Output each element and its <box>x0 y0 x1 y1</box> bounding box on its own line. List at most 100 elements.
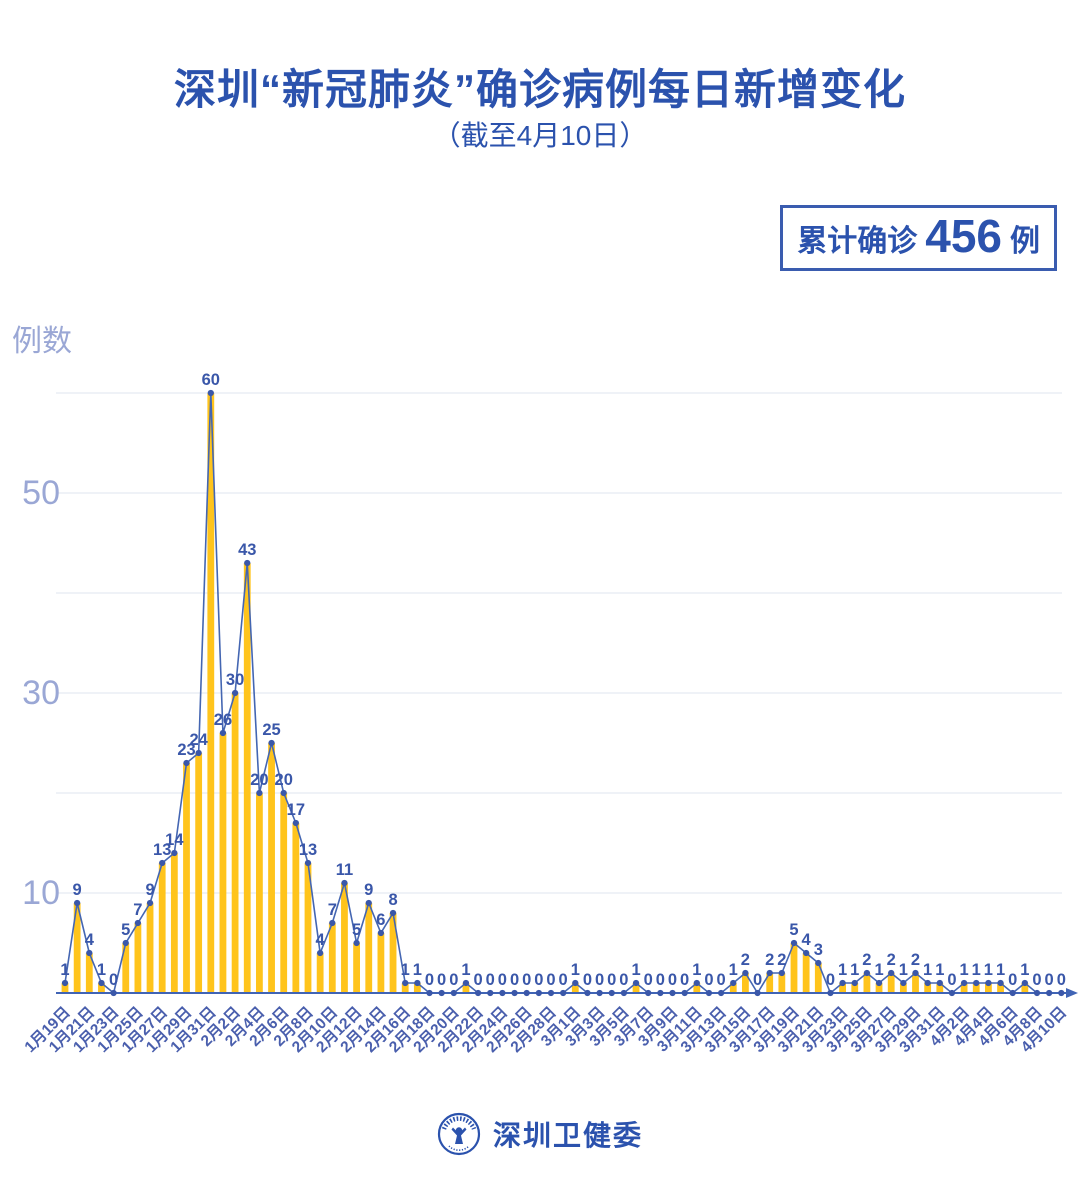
value-label: 1 <box>413 961 422 979</box>
value-label: 30 <box>226 671 244 689</box>
bar <box>122 943 130 993</box>
data-point <box>681 989 688 997</box>
data-point <box>74 899 81 907</box>
data-point <box>997 979 1004 987</box>
data-point <box>475 989 482 997</box>
value-label: 0 <box>583 971 592 989</box>
value-label: 0 <box>109 971 118 989</box>
data-point <box>961 979 968 987</box>
data-point <box>389 909 397 917</box>
bar <box>802 953 810 993</box>
bar <box>353 943 360 993</box>
data-point <box>462 979 470 987</box>
data-point <box>353 939 360 947</box>
bar <box>462 983 470 993</box>
data-point <box>547 989 555 997</box>
value-label: 2 <box>741 951 750 969</box>
value-label: 0 <box>595 971 604 989</box>
bar <box>98 983 105 993</box>
page-subtitle: （截至4月10日） <box>432 120 648 151</box>
data-point <box>572 979 579 987</box>
value-label: 1 <box>874 961 883 979</box>
data-point <box>1033 989 1041 997</box>
value-label: 2 <box>777 951 786 969</box>
data-point <box>256 789 263 797</box>
value-label: 1 <box>692 961 701 979</box>
y-tick-label: 50 <box>22 474 60 512</box>
value-label: 0 <box>826 971 835 989</box>
data-point <box>450 989 457 997</box>
value-label: 0 <box>1008 971 1017 989</box>
value-label: 4 <box>85 931 95 949</box>
value-label: 1 <box>1020 961 1029 979</box>
value-label: 14 <box>165 831 184 849</box>
data-point <box>219 729 227 737</box>
bar <box>632 983 640 993</box>
bar <box>742 973 749 993</box>
value-label: 13 <box>153 841 171 859</box>
value-label: 2 <box>887 951 896 969</box>
value-label: 9 <box>73 881 82 899</box>
value-label: 0 <box>1045 971 1054 989</box>
bar <box>170 853 178 993</box>
bar <box>365 903 373 993</box>
value-label: 0 <box>668 971 677 989</box>
bar <box>693 983 701 993</box>
data-point <box>523 989 530 997</box>
bar <box>61 983 69 993</box>
bar <box>219 733 227 993</box>
data-point <box>912 969 919 977</box>
data-point <box>1058 989 1065 997</box>
data-point <box>790 939 798 947</box>
value-label: 3 <box>814 941 823 959</box>
bar <box>936 983 944 993</box>
value-label: 1 <box>729 961 738 979</box>
value-label: 26 <box>214 711 232 729</box>
data-point <box>645 989 652 997</box>
value-label: 2 <box>911 951 920 969</box>
data-point <box>973 979 980 987</box>
data-point <box>936 979 943 987</box>
data-point <box>426 989 433 997</box>
data-point <box>839 979 846 987</box>
value-label: 0 <box>437 971 446 989</box>
value-label: 13 <box>299 841 317 859</box>
bar <box>146 903 154 993</box>
value-label: 1 <box>960 961 969 979</box>
bar <box>997 983 1004 993</box>
value-label: 0 <box>1057 971 1066 989</box>
value-label: 1 <box>899 961 908 979</box>
bar <box>341 883 348 993</box>
data-point <box>875 979 883 987</box>
value-label: 1 <box>60 961 69 979</box>
value-label: 20 <box>250 771 268 789</box>
value-label: 0 <box>559 971 568 989</box>
value-label: 0 <box>449 971 458 989</box>
data-point <box>1009 989 1016 997</box>
value-label: 1 <box>631 961 640 979</box>
value-label: 0 <box>498 971 507 989</box>
data-point <box>110 989 117 997</box>
data-point <box>778 969 785 977</box>
data-point <box>159 859 166 867</box>
data-point <box>851 979 858 987</box>
bar <box>766 973 774 993</box>
data-point <box>304 859 312 867</box>
data-point <box>402 979 409 987</box>
data-point <box>900 979 907 987</box>
value-label: 4 <box>802 931 812 949</box>
bar <box>268 743 275 993</box>
value-label: 2 <box>862 951 871 969</box>
data-point <box>730 979 737 987</box>
data-point <box>535 989 542 997</box>
value-label: 1 <box>850 961 859 979</box>
bar <box>256 793 263 993</box>
data-point <box>827 989 834 997</box>
data-point <box>134 919 141 927</box>
bar <box>183 763 190 993</box>
value-label: 0 <box>522 971 531 989</box>
data-point <box>146 899 154 907</box>
data-point <box>183 759 190 767</box>
value-label: 0 <box>425 971 434 989</box>
data-point <box>268 739 275 747</box>
